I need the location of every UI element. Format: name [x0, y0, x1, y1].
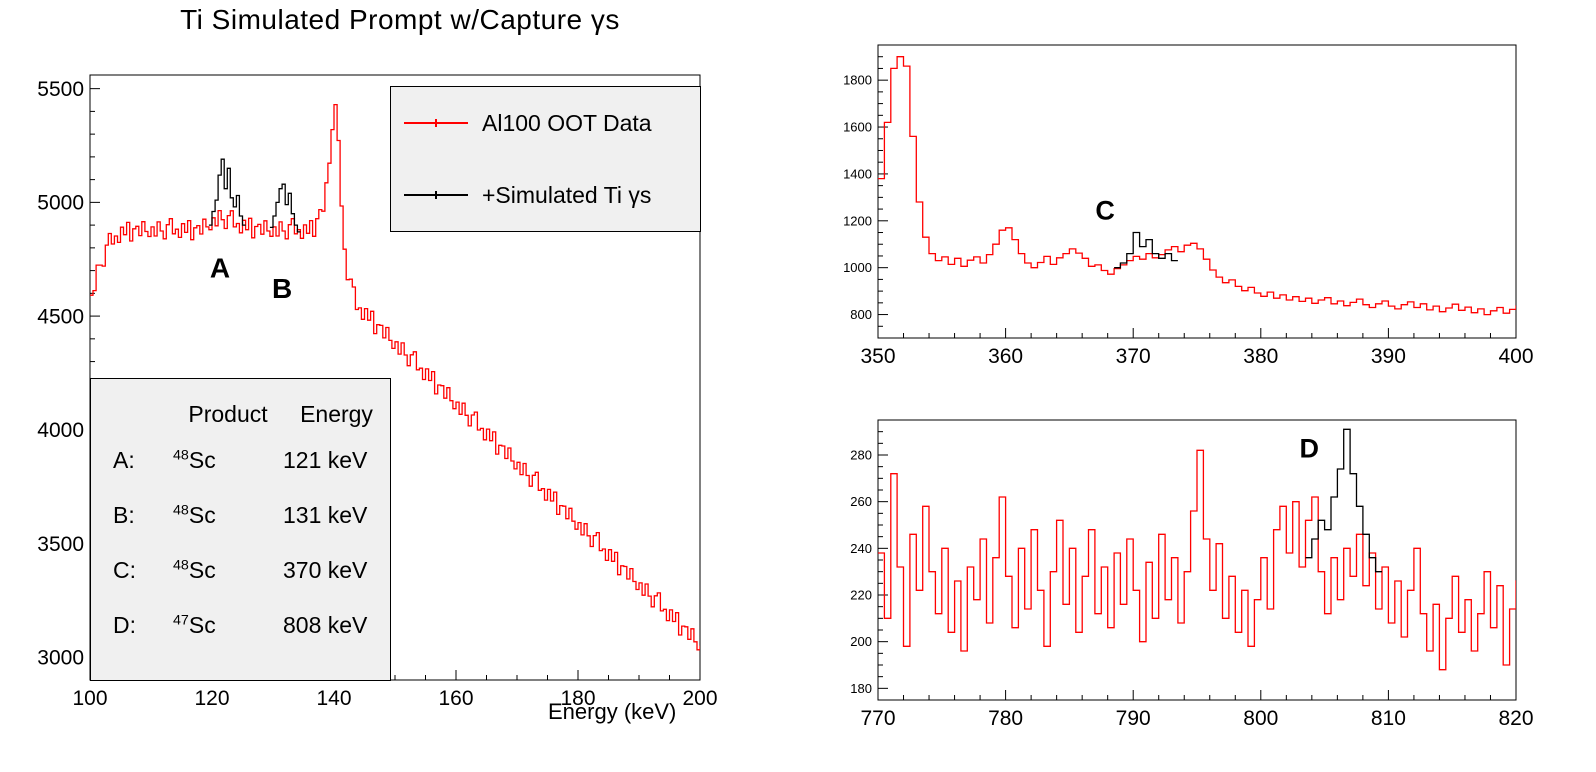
table-row-a-energy: 121 keV: [283, 447, 368, 473]
x-tick-label: 790: [1116, 707, 1151, 730]
x-tick-label: 380: [1243, 345, 1278, 368]
x-tick-label: 370: [1116, 345, 1151, 368]
y-tick-label: 4000: [37, 419, 84, 442]
table-header-energy: Energy: [300, 400, 373, 427]
y-tick-label: 220: [850, 588, 872, 603]
x-tick-label: 400: [1498, 345, 1533, 368]
x-tick-label: 360: [988, 345, 1023, 368]
table-row-a-product: 48Sc: [173, 447, 216, 473]
series-data-red: [90, 103, 700, 651]
zoom-chart-peak-c: 350 360 370 380 390 400 800 1000 1200 1400 1600 180…: [843, 44, 1534, 368]
y-tick-label: 5500: [37, 78, 84, 101]
table-header-spacer: [113, 395, 173, 433]
x-tick-label: 820: [1498, 707, 1533, 730]
legend-line-red: [404, 119, 468, 127]
legend-line-black: [404, 191, 468, 199]
y-tick-label: 1400: [843, 166, 872, 181]
legend-label-data: Al100 OOT Data: [482, 109, 652, 136]
series-simulated-black: [1305, 428, 1382, 573]
plot-frame: [877, 44, 1517, 339]
y-tick-label: 3500: [37, 533, 84, 556]
peak-label-a: A: [210, 252, 230, 283]
peak-info-table: Product Energy A: 48Sc 121 keV B: 48Sc 1…: [90, 378, 391, 681]
x-tick-label: 200: [682, 687, 717, 710]
x-tick-label: 350: [860, 345, 895, 368]
y-tick-label: 260: [850, 494, 872, 509]
x-axis-title: Energy (keV): [548, 699, 677, 724]
x-tick-label: 160: [438, 687, 473, 710]
x-tick-label: 770: [860, 707, 895, 730]
y-tick-label: 1000: [843, 260, 872, 275]
table-row-c-energy: 370 keV: [283, 557, 368, 583]
x-tick-label: 140: [316, 687, 351, 710]
y-tick-label: 800: [850, 307, 872, 322]
series-simulated-black: [269, 183, 301, 233]
x-tick-label: 800: [1243, 707, 1278, 730]
table-row-b-energy: 131 keV: [283, 502, 368, 528]
series-simulated-black: [1114, 231, 1178, 269]
y-tick-label: 1600: [843, 120, 872, 135]
legend-box: Al100 OOT Data +Simulated Ti γs: [390, 86, 701, 232]
series-data-red: [878, 56, 1516, 316]
legend-entry-data: Al100 OOT Data: [391, 87, 700, 159]
y-tick-label: 3000: [37, 647, 84, 670]
y-tick-label: 180: [850, 681, 872, 696]
y-tick-label: 1200: [843, 213, 872, 228]
y-tick-label: 200: [850, 634, 872, 649]
series-data-red: [878, 449, 1516, 671]
legend-entry-simulated: +Simulated Ti γs: [391, 159, 700, 231]
peak-label-d: D: [1300, 433, 1320, 463]
zoom-chart-peak-d: 770 780 790 800 810 820 180 200 220 240 260 280 D: [850, 419, 1534, 730]
table-row-c-product: 48Sc: [173, 557, 216, 583]
y-tick-label: 240: [850, 541, 872, 556]
x-tick-label: 780: [988, 707, 1023, 730]
x-tick-label: 810: [1371, 707, 1406, 730]
main-spectrum-chart: 100 120 140 160 180 200 3000 3500 4000 4500 5000 55…: [37, 74, 718, 710]
y-tick-label: 1800: [843, 73, 872, 88]
x-tick-label: 390: [1371, 345, 1406, 368]
x-tick-label: 100: [72, 687, 107, 710]
y-tick-label: 280: [850, 448, 872, 463]
table-row-c-label: C:: [113, 557, 136, 583]
series-simulated-black: [208, 158, 246, 226]
x-tick-label: 120: [194, 687, 229, 710]
y-tick-label: 4500: [37, 305, 84, 328]
table-row-b-product: 48Sc: [173, 502, 216, 528]
table-header-product: Product: [188, 400, 268, 427]
table-row-a-label: A:: [113, 447, 135, 473]
peak-label-b: B: [272, 273, 292, 304]
main-chart-title: Ti Simulated Prompt w/Capture γs: [180, 4, 620, 35]
x-tick-label: 180: [560, 687, 595, 710]
table-row-d-label: D:: [113, 612, 136, 638]
legend-label-simulated: +Simulated Ti γs: [482, 181, 652, 208]
table-row-b-label: B:: [113, 502, 135, 528]
peak-label-c: C: [1095, 196, 1115, 226]
table-row-d-product: 47Sc: [173, 612, 216, 638]
table-row-d-energy: 808 keV: [283, 612, 368, 638]
y-tick-label: 5000: [37, 192, 84, 215]
